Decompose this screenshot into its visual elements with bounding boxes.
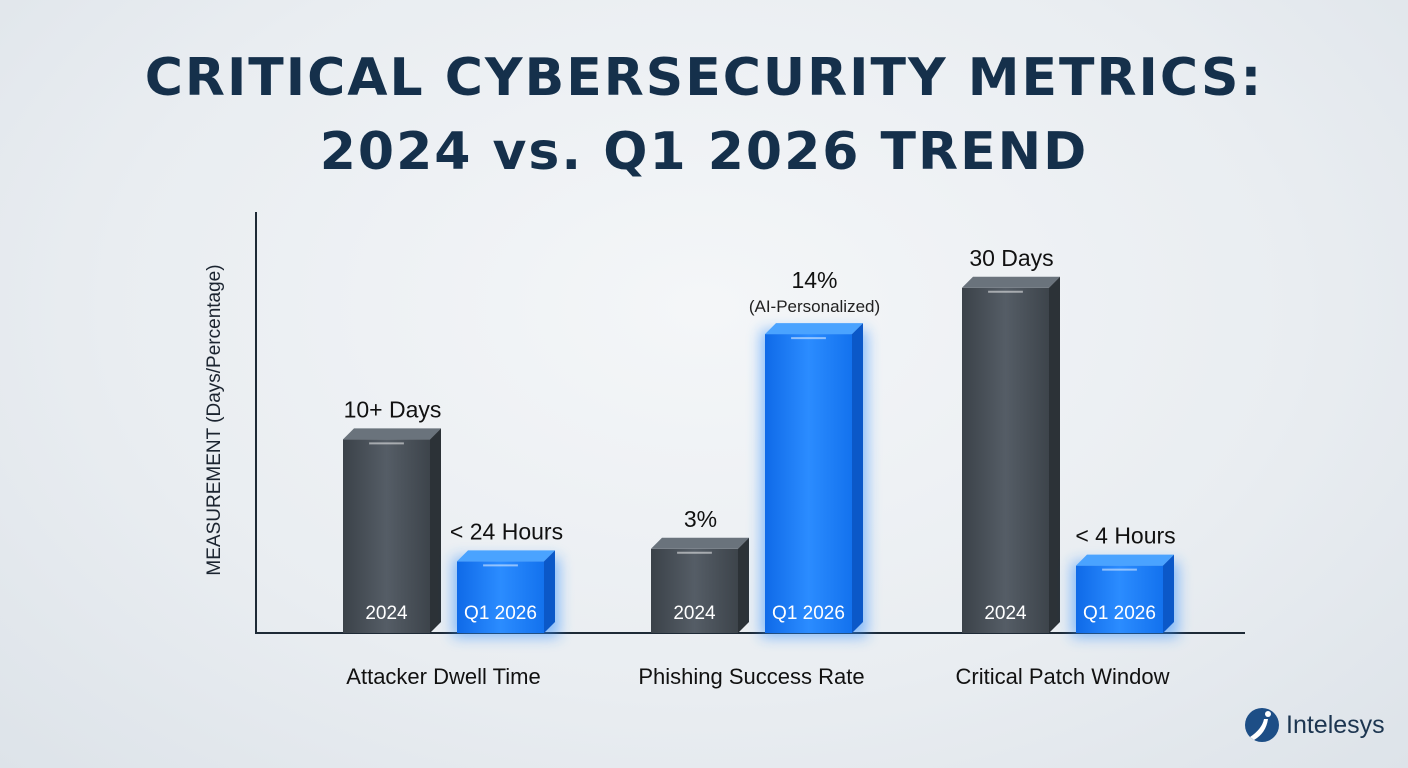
bar-2024 [962,287,1049,633]
bar-top [765,323,863,335]
bar-top [457,550,555,562]
bar-value-label: 30 Days [969,245,1053,271]
chart-subtitle: 2024 vs. Q1 2026 TREND [319,122,1089,182]
bar-side [430,428,441,633]
bar-side [544,550,555,633]
bar-top [1076,554,1174,566]
bar-series-label: Q1 2026 [1083,603,1156,624]
bar-value-label: 10+ Days [344,396,442,422]
bar-value-label: < 24 Hours [450,518,563,544]
bar-side [1049,276,1060,633]
bar-2024 [343,439,430,633]
bar-2024 [651,548,738,633]
bar-series-label: 2024 [673,603,716,624]
bar-q1-2026 [765,334,852,633]
bar-top [343,428,441,440]
bar-value-label: < 4 Hours [1075,523,1175,549]
intelesys-logo-icon [1245,708,1279,742]
brand-name: Intelesys [1286,710,1385,739]
bar-q1-2026 [457,561,544,633]
bar-side [852,323,863,633]
category-label: Attacker Dwell Time [346,664,540,689]
bar-side [1163,554,1174,633]
bar-value-label: 14% [791,267,837,293]
bar-series-label: 2024 [365,603,408,624]
bar-side [738,537,749,633]
bar-series-label: 2024 [984,603,1027,624]
bar-value-sublabel: (AI-Personalized) [749,297,880,316]
bar-value-label: 3% [684,506,717,532]
bar-q1-2026 [1076,565,1163,633]
bar-top [651,537,749,549]
category-label: Critical Patch Window [956,664,1170,689]
bar-series-label: Q1 2026 [772,603,845,624]
brand-logo: Intelesys [1244,707,1385,743]
chart-title: CRITICAL CYBERSECURITY METRICS: [144,48,1264,108]
category-label: Phishing Success Rate [638,664,864,689]
y-axis-label: MEASUREMENT (Days/Percentage) [204,264,225,575]
bar-top [962,276,1060,288]
bar-series-label: Q1 2026 [464,603,537,624]
